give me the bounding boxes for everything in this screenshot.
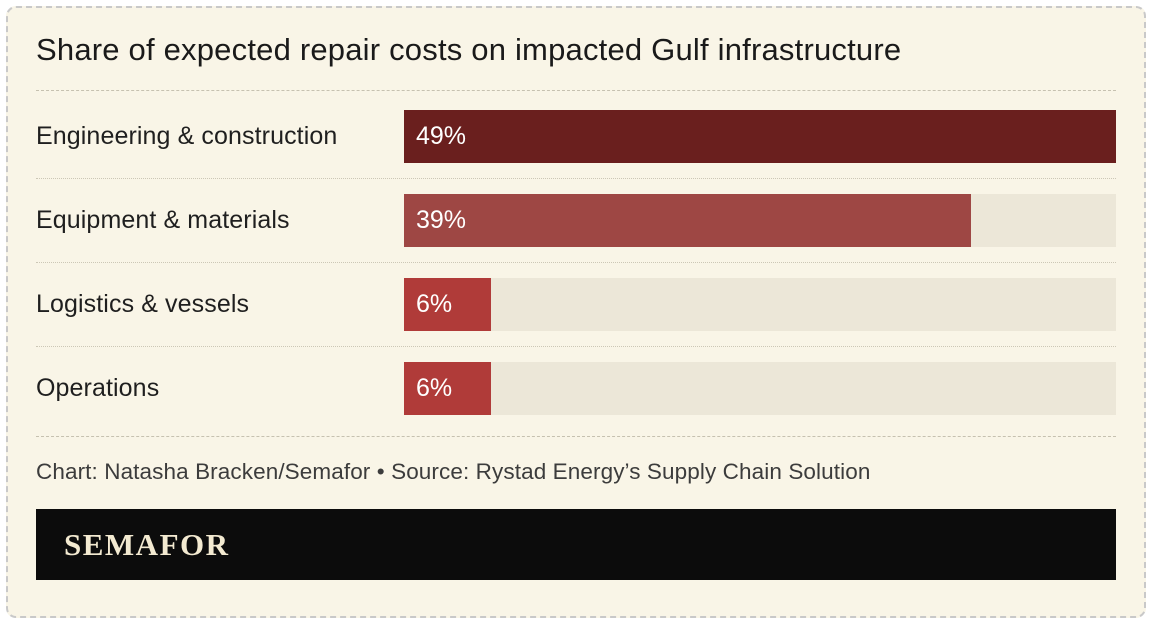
bar-label: Equipment & materials — [36, 206, 290, 234]
bar-row-equipment: Equipment & materials 39% — [36, 178, 1116, 262]
bar-track: 39% — [404, 194, 1116, 247]
bar-label: Operations — [36, 374, 160, 402]
bar: 6% — [404, 362, 492, 415]
bar-track: 49% — [404, 110, 1116, 163]
bar-value: 39% — [416, 206, 467, 234]
bar-track: 6% — [404, 362, 1116, 415]
bar-row-engineering: Engineering & construction 49% — [36, 95, 1116, 178]
bar-value: 6% — [416, 290, 453, 318]
bar-row-operations: Operations 6% — [36, 346, 1116, 430]
bar: 49% — [404, 110, 1116, 163]
title-separator — [36, 90, 1116, 91]
chart-credit: Chart: Natasha Bracken/Semafor • Source:… — [36, 459, 871, 484]
bar-value: 6% — [416, 374, 453, 402]
bar-value: 49% — [416, 122, 467, 150]
chart-title: Share of expected repair costs on impact… — [36, 32, 902, 67]
bar-label: Engineering & construction — [36, 122, 338, 150]
chart-card: Share of expected repair costs on impact… — [6, 6, 1146, 618]
bar: 6% — [404, 278, 492, 331]
bar-row-logistics: Logistics & vessels 6% — [36, 262, 1116, 346]
footer-separator — [36, 436, 1116, 437]
bar-label: Logistics & vessels — [36, 290, 250, 318]
bar: 39% — [404, 194, 971, 247]
bar-track: 6% — [404, 278, 1116, 331]
semafor-logo: SEMAFOR — [64, 526, 230, 562]
bar-rows: Engineering & construction 49% Equipment… — [36, 91, 1116, 436]
brand-banner: SEMAFOR — [36, 509, 1116, 580]
